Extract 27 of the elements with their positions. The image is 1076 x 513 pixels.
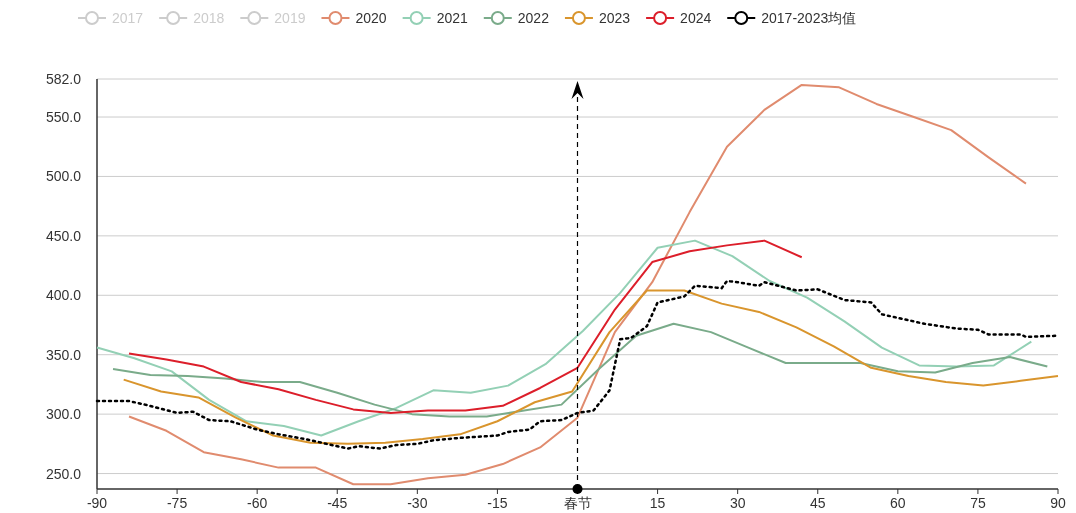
- y-tick-label: 400.0: [45, 287, 82, 304]
- legend-label: 2017-2023均值: [761, 10, 857, 26]
- y-tick-label: 300.0: [45, 406, 82, 423]
- x-tick-label: 75: [970, 495, 986, 511]
- y-tick-label: 500.0: [45, 168, 82, 185]
- y-tick-label: 550.0: [45, 109, 82, 126]
- legend-label: 2024: [680, 10, 712, 26]
- x-tick-label: -45: [327, 495, 348, 511]
- legend-label: 2020: [355, 10, 387, 26]
- x-tick-label: 春节: [563, 495, 592, 511]
- y-tick-label: 582.0: [45, 71, 82, 87]
- x-tick-label: 60: [890, 495, 906, 511]
- y-tick-label: 250.0: [45, 465, 82, 482]
- x-tick-label: -60: [247, 495, 268, 511]
- x-tick-label: -90: [86, 495, 108, 511]
- x-tick-label: -75: [166, 495, 188, 511]
- x-tick-label: -30: [407, 495, 428, 511]
- x-tick-label: 90: [1050, 495, 1066, 511]
- legend-label: 2021: [436, 10, 468, 26]
- x-tick-label: 15: [649, 495, 666, 511]
- x-tick-label: 45: [809, 495, 826, 511]
- x-tick-label: 30: [729, 495, 746, 511]
- y-tick-label: 350.0: [45, 346, 82, 363]
- y-tick-label: 450.0: [45, 227, 82, 244]
- legend-label: 2022: [517, 10, 550, 26]
- legend-label: 2023: [598, 10, 631, 26]
- x-tick-label: -15: [487, 495, 508, 511]
